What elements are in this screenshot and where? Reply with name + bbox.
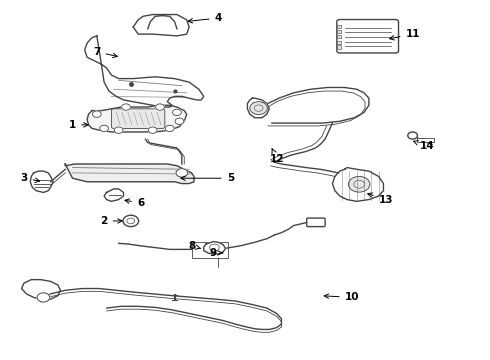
- Circle shape: [172, 109, 181, 116]
- Circle shape: [93, 111, 101, 117]
- Text: 14: 14: [414, 141, 435, 151]
- Polygon shape: [104, 189, 123, 201]
- Circle shape: [148, 127, 157, 134]
- Text: 8: 8: [188, 241, 201, 251]
- Circle shape: [156, 104, 164, 110]
- Polygon shape: [85, 36, 204, 107]
- Circle shape: [37, 293, 49, 302]
- FancyBboxPatch shape: [111, 109, 165, 129]
- Polygon shape: [332, 167, 384, 201]
- Polygon shape: [133, 14, 189, 36]
- Bar: [337, 30, 341, 33]
- Text: 5: 5: [181, 173, 234, 183]
- Text: 13: 13: [368, 193, 393, 204]
- Text: 1: 1: [69, 120, 88, 130]
- FancyBboxPatch shape: [337, 19, 398, 53]
- Circle shape: [175, 118, 184, 125]
- Circle shape: [123, 215, 139, 226]
- Circle shape: [122, 104, 130, 110]
- Polygon shape: [87, 105, 187, 132]
- Circle shape: [408, 132, 417, 139]
- Polygon shape: [65, 164, 194, 184]
- Text: 2: 2: [100, 216, 122, 226]
- Polygon shape: [247, 98, 270, 118]
- Circle shape: [100, 125, 108, 132]
- Circle shape: [165, 125, 174, 132]
- Circle shape: [250, 102, 268, 114]
- Text: 4: 4: [188, 13, 222, 23]
- FancyBboxPatch shape: [307, 218, 325, 226]
- Text: 12: 12: [270, 148, 284, 164]
- Polygon shape: [30, 171, 53, 193]
- Bar: [337, 35, 341, 39]
- Polygon shape: [204, 242, 225, 254]
- Text: 6: 6: [125, 198, 144, 208]
- Text: 10: 10: [324, 292, 359, 302]
- Bar: [337, 45, 341, 49]
- Bar: [337, 25, 341, 28]
- Bar: [192, 242, 228, 258]
- Text: 3: 3: [20, 173, 40, 183]
- Bar: [337, 41, 341, 44]
- Text: 9: 9: [210, 248, 222, 258]
- Bar: [417, 138, 435, 142]
- Text: 7: 7: [93, 47, 117, 58]
- Circle shape: [114, 127, 123, 134]
- Text: 11: 11: [390, 29, 420, 40]
- Circle shape: [348, 176, 370, 192]
- Circle shape: [176, 168, 188, 177]
